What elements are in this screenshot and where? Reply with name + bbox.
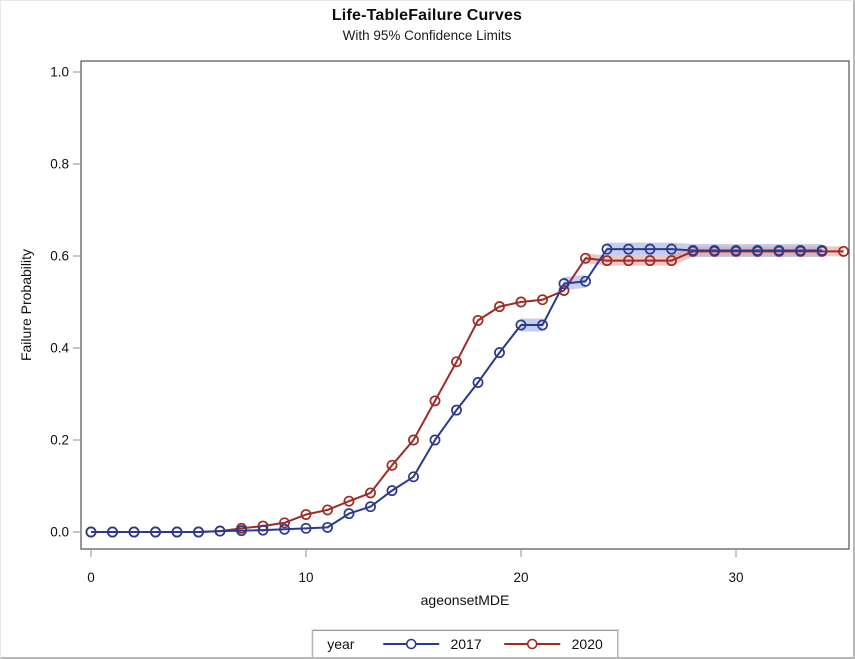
series-line-2020 <box>91 250 844 533</box>
legend-item-2020: 2020 <box>504 636 603 652</box>
y-axis-label: Failure Probability <box>18 248 34 362</box>
x-tick-label: 0 <box>87 570 95 585</box>
chart-title: Life-TableFailure Curves <box>331 7 523 24</box>
chart-subtitle: With 95% Confidence Limits <box>342 28 512 43</box>
x-tick-label: 20 <box>513 570 528 585</box>
x-axis-label: ageonsetMDE <box>420 592 510 608</box>
x-tick-label: 30 <box>728 570 743 585</box>
legend-item-2017: 2017 <box>382 636 482 652</box>
y-tick-label: 0.6 <box>50 249 69 264</box>
y-tick-label: 0.0 <box>50 525 69 540</box>
line-marker-sample-icon <box>504 638 561 650</box>
legend-entry-label: 2020 <box>571 636 603 652</box>
y-tick-label: 0.4 <box>50 341 69 356</box>
series-line-2017 <box>91 248 822 533</box>
x-tick-label: 10 <box>298 570 313 585</box>
plot-frame <box>80 60 850 550</box>
line-marker-sample-icon <box>383 638 440 650</box>
legend-title: year <box>327 636 355 652</box>
legend-entry-label: 2017 <box>450 636 482 652</box>
legend: year 2017 2020 <box>311 629 619 657</box>
y-tick-label: 0.2 <box>50 433 69 448</box>
y-tick-label: 0.8 <box>50 157 69 172</box>
series-markers-2017 <box>85 243 828 538</box>
y-tick-label: 1.0 <box>50 65 69 80</box>
series-markers-2020 <box>85 245 849 538</box>
